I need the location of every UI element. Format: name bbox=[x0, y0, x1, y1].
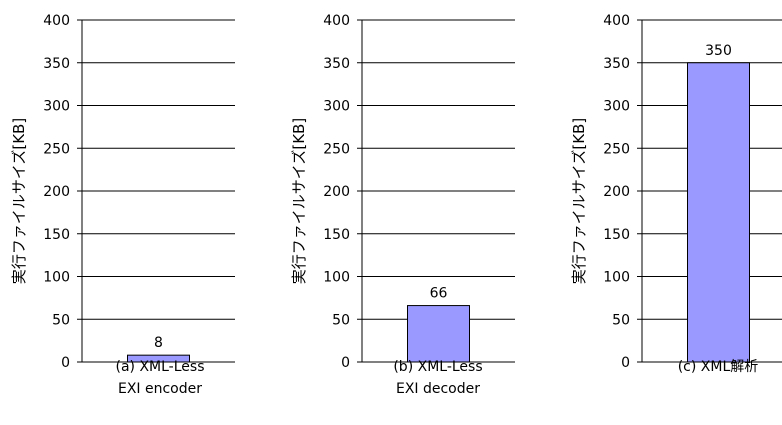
y-tick-label: 400 bbox=[603, 13, 630, 29]
y-tick-label: 350 bbox=[323, 56, 350, 72]
caption-a-line1: (a) XML-Less bbox=[115, 359, 205, 375]
y-tick-label: 350 bbox=[603, 56, 630, 72]
bar bbox=[127, 354, 190, 363]
caption-c-line1: (c) XML解析 bbox=[677, 359, 759, 375]
chart-c: 0 50 100 150 200 250 300 350 400 350 実行ファイルサイズ[KB] bbox=[570, 13, 782, 371]
y-axis-label: 実行ファイルサイズ[KB] bbox=[290, 118, 308, 284]
y-tick-label: 0 bbox=[341, 355, 350, 371]
y-tick-label: 200 bbox=[323, 184, 350, 200]
y-tick-label: 150 bbox=[603, 227, 630, 243]
y-tick-label: 50 bbox=[332, 312, 350, 328]
chart-a: 0 50 100 150 200 250 300 350 400 8 実行ファイルサイズ[KB] bbox=[10, 13, 235, 371]
y-tick-label: 300 bbox=[323, 99, 350, 115]
y-tick-label: 0 bbox=[621, 355, 630, 371]
caption-b-line2: EXI decoder bbox=[395, 381, 481, 397]
y-tick-label: 250 bbox=[43, 141, 70, 157]
y-tick-label: 250 bbox=[603, 141, 630, 157]
y-tick-label: 250 bbox=[323, 141, 350, 157]
bar bbox=[687, 62, 750, 363]
caption-a: (a) XML-Less EXI encoder bbox=[90, 356, 230, 400]
y-tick-label: 300 bbox=[603, 99, 630, 115]
y-tick-label: 50 bbox=[612, 312, 630, 328]
y-axis-label: 実行ファイルサイズ[KB] bbox=[570, 118, 588, 284]
caption-c: (c) XML解析 bbox=[648, 356, 782, 378]
y-tick-label: 50 bbox=[52, 312, 70, 328]
y-tick-label: 400 bbox=[323, 13, 350, 29]
y-tick-label: 150 bbox=[323, 227, 350, 243]
caption-b-line1: (b) XML-Less bbox=[393, 359, 483, 375]
data-label: 8 bbox=[154, 335, 163, 351]
y-tick-label: 100 bbox=[323, 270, 350, 286]
data-label: 66 bbox=[430, 286, 448, 302]
y-tick-label: 400 bbox=[43, 13, 70, 29]
y-tick-label: 100 bbox=[43, 270, 70, 286]
bar bbox=[407, 305, 470, 363]
caption-a-line2: EXI encoder bbox=[117, 381, 203, 397]
y-axis-label: 実行ファイルサイズ[KB] bbox=[10, 118, 28, 284]
y-tick-label: 200 bbox=[603, 184, 630, 200]
y-tick-label: 300 bbox=[43, 99, 70, 115]
y-tick-label: 350 bbox=[43, 56, 70, 72]
y-tick-label: 200 bbox=[43, 184, 70, 200]
y-tick-label: 150 bbox=[43, 227, 70, 243]
caption-b: (b) XML-Less EXI decoder bbox=[368, 356, 508, 400]
y-tick-label: 100 bbox=[603, 270, 630, 286]
y-tick-label: 0 bbox=[61, 355, 70, 371]
data-label: 350 bbox=[705, 43, 732, 59]
chart-b: 0 50 100 150 200 250 300 350 400 66 実行ファイルサイズ[KB] bbox=[290, 13, 515, 371]
